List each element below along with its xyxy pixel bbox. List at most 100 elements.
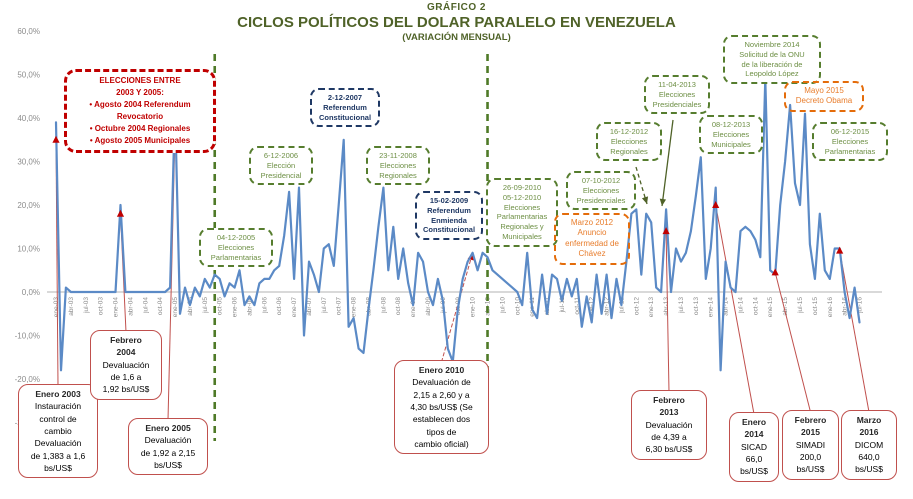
annotation-line: 1,92 bs/US$	[102, 384, 150, 395]
x-tick-label: jul-11	[559, 297, 566, 314]
febrero-2015-annotation: Febrero 2015 SIMADI 200,0 bs/US$	[782, 410, 839, 480]
elecciones-parlamentarias-2015-annotation: 06-12-2015 Elecciones Parlamentarias	[812, 122, 888, 162]
elecciones-2003-2005-annotation: ELECCIONES ENTRE 2003 Y 2005: • Agosto 200…	[64, 69, 216, 153]
x-tick-label: jul-04	[142, 297, 149, 314]
annotation-line: 2,15 a 2,60 y a	[413, 389, 470, 400]
annotation-line: Decreto Obama	[795, 96, 853, 106]
x-tick-label: jul-07	[321, 297, 328, 314]
febrero-2013-annotation: Febrero 2013 Devaluación de 4,39 a 6,30 bs/U…	[631, 390, 707, 460]
annotation-line: 23-11-2008	[379, 151, 417, 160]
annotation-line: 66,0	[745, 453, 763, 464]
x-tick-label: oct-05	[217, 297, 224, 315]
elecciones-presidenciales-2013-annotation: 11-04-2013 Elecciones Presidenciales	[644, 75, 710, 115]
elecciones-regionales-2012-annotation: 16-12-2012 Elecciones Regionales	[596, 122, 662, 162]
x-tick-label: abr-07	[306, 297, 313, 316]
annotation-line: 04-12-2005	[216, 233, 256, 242]
annotation-line: Elecciones	[831, 136, 869, 146]
event-marker-icon	[771, 268, 779, 276]
annotation-line: de 1,383 a 1,6	[30, 450, 86, 461]
x-tick-label: ene-14	[708, 297, 715, 318]
x-tick-label: abr-16	[842, 297, 849, 316]
x-tick-label: abr-12	[604, 297, 611, 316]
annotation-line: Chávez	[578, 249, 606, 259]
annotation-line: 07-10-2012	[581, 176, 621, 185]
onu-leopoldo-lopez-2014-annotation: Noviembre 2014 Solicitud de la ONU de la l…	[723, 35, 821, 84]
annotation-line: 200,0	[799, 451, 822, 462]
callout-connector	[774, 272, 811, 413]
y-tick-label: -10,0%	[15, 332, 40, 341]
annotation-line: Marzo	[856, 415, 882, 425]
annotation-line: Enmienda	[431, 215, 467, 225]
annotation-line: 640,0	[858, 451, 880, 462]
x-tick-label: jul-08	[380, 297, 387, 314]
y-tick-label: -20,0%	[15, 375, 40, 384]
annotation-line: Regionales	[379, 170, 417, 180]
annotation-line: tipos de	[426, 426, 457, 437]
chart-title: CICLOS POLÍTICOS DEL DOLAR PARALELO EN V…	[237, 14, 676, 31]
annotation-line: bs/US$	[740, 466, 768, 477]
chart-subtitle: (VARIACIÓN MENSUAL)	[402, 32, 511, 43]
callout-connector	[715, 204, 755, 415]
annotation-line: SIMADI	[795, 439, 826, 450]
elecciones-parlamentarias-2005-annotation: 04-12-2005 Elecciones Parlamentarias	[199, 228, 273, 268]
arrowhead-icon	[641, 196, 649, 204]
x-tick-label: abr-14	[723, 297, 730, 316]
x-tick-label: ene-05	[172, 297, 179, 318]
annotation-line: Elección	[266, 160, 296, 170]
annotation-line: 2013	[659, 407, 679, 418]
annotation-line: 11-04-2013	[658, 80, 696, 89]
x-tick-label: ene-06	[232, 297, 239, 318]
x-tick-label: oct-03	[98, 297, 105, 315]
x-tick-label: abr-06	[246, 297, 253, 316]
green-arrow	[661, 119, 674, 207]
annotation-line: Parlamentarias	[210, 252, 262, 262]
x-tick-label: oct-11	[574, 297, 581, 315]
annotation-line: Febrero	[794, 415, 827, 425]
annotation-line: 08-12-2013	[711, 120, 751, 129]
green-arrows	[635, 119, 674, 207]
annotation-line: Enero 2010	[418, 365, 465, 375]
y-tick-label: 10,0%	[17, 245, 40, 254]
annotation-line: Presidenciales	[652, 99, 702, 109]
x-tick-label: ene-03	[53, 297, 60, 318]
annotation-line: 05-12-2010	[502, 192, 542, 202]
annotation-line: Constitucional	[318, 112, 372, 122]
annotation-line: Noviembre 2014	[744, 40, 800, 49]
annotation-line: Presidenciales	[576, 195, 626, 205]
annotation-line: Constitucional	[422, 225, 476, 235]
marzo-2016-annotation: Marzo 2016 DICOM 640,0 bs/US$	[841, 410, 897, 480]
x-tick-label: ene-04	[113, 297, 120, 318]
y-axis-labels: 60,0% 50,0% 40,0% 30,0% 20,0% 10,0% 0,0% -10,0%…	[15, 27, 40, 428]
event-marker-icon	[52, 135, 60, 143]
y-tick-label: 0,0%	[22, 288, 40, 297]
annotation-line: establecen dos	[412, 414, 471, 425]
elecciones-regionales-2008-annotation: 23-11-2008 Elecciones Regionales	[366, 146, 430, 186]
x-tick-label: jul-15	[797, 297, 804, 314]
event-marker-icon	[712, 201, 720, 208]
chart-header: GRÁFICO 2 CICLOS POLÍTICOS DEL DOLAR PAR…	[0, 2, 913, 43]
annotation-line: • Octubre 2004 Regionales	[89, 124, 191, 133]
y-tick-label: 30,0%	[17, 158, 40, 167]
enero-2005-annotation: Enero 2005 Devaluación de 1,92 a 2,15 bs/US…	[128, 418, 208, 476]
annotation-line: Elecciones	[610, 136, 648, 146]
annotation-line: Municipales	[502, 231, 542, 241]
annotation-line: 4,30 bs/US$ (Se	[410, 401, 473, 412]
annotation-line: • Agosto 2005 Municipales	[89, 136, 191, 145]
x-tick-label: ene-07	[291, 297, 298, 318]
febrero-2004-annotation: Febrero 2004 Devaluación de 1,6 a 1,92 bs/US…	[90, 330, 162, 400]
annotation-line: Elecciones	[712, 129, 750, 139]
x-tick-label: oct-12	[633, 297, 640, 315]
x-tick-label: oct-07	[336, 297, 343, 315]
annotation-line: ELECCIONES ENTRE	[99, 76, 181, 85]
annotation-line: DICOM	[854, 439, 884, 450]
elecciones-municipales-2013-annotation: 08-12-2013 Elecciones Municipales	[699, 115, 763, 155]
x-tick-label: abr-13	[663, 297, 670, 316]
annotation-line: 2015	[801, 427, 820, 438]
annotation-line: Devaluación	[102, 359, 150, 370]
event-marker-icon	[116, 209, 125, 217]
x-tick-label: jul-05	[202, 297, 209, 314]
annotation-line: Elecciones	[379, 160, 417, 170]
annotation-line: 2-12-2007	[327, 93, 363, 102]
elecciones-2010-annotation: 26-09-2010 05-12-2010 Elecciones Parlamenta…	[486, 178, 558, 247]
